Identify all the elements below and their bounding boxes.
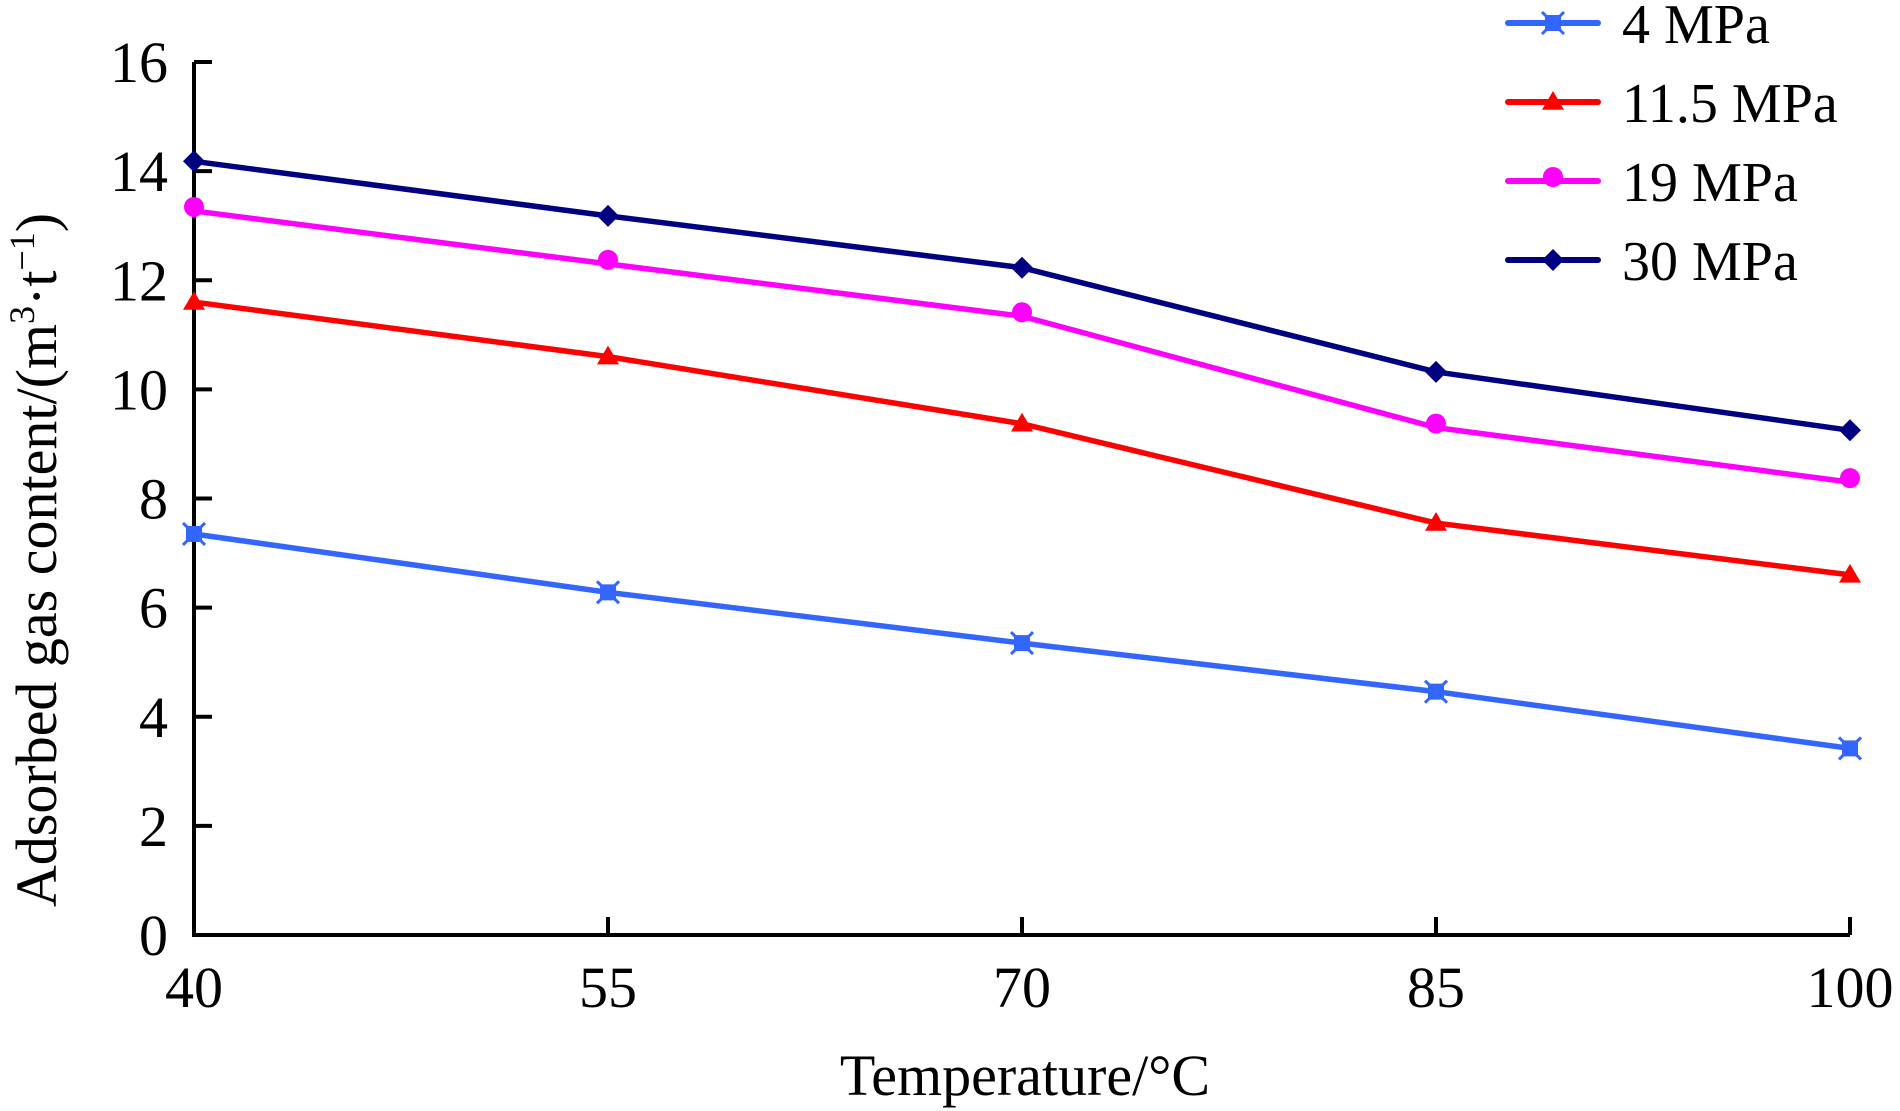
legend-marker: [1543, 167, 1563, 187]
data-point: [183, 291, 205, 310]
legend-item: 4 MPa: [1505, 0, 1770, 56]
series-line: [191, 208, 1853, 485]
data-point: [1423, 679, 1449, 704]
legend-marker: [1542, 91, 1564, 110]
series-11-5-mpa: [183, 291, 1861, 583]
data-point: [1837, 736, 1863, 761]
legend: 4 MPa 11.5 MPa 19 MPa 30 MPa: [1505, 0, 1838, 293]
series-30-mpa: [183, 150, 1861, 442]
data-point: [1011, 256, 1033, 279]
series-19-mpa: [184, 196, 1860, 489]
y-axis-title-sup2: −1: [2, 232, 42, 270]
y-tick-label: 2: [139, 794, 168, 859]
data-point: [598, 249, 618, 270]
x-axis-title: Temperature/°C: [840, 1043, 1210, 1108]
data-point: [1011, 412, 1033, 432]
data-point: [184, 196, 204, 217]
y-tick-label: 14: [110, 139, 168, 204]
y-axis-title: Adsorbed gas content/(m3·t−1): [2, 213, 69, 907]
y-tick-label: 16: [110, 30, 168, 95]
series-4-mpa: [181, 521, 1863, 761]
legend-item: 19 MPa: [1505, 152, 1798, 214]
data-point: [181, 521, 207, 547]
y-axis-title-main: Adsorbed gas content/(m: [4, 324, 69, 907]
y-tick-label: 10: [110, 357, 168, 422]
data-point: [1009, 631, 1035, 656]
data-point: [1425, 512, 1447, 531]
data-point: [1012, 302, 1032, 323]
data-point: [1425, 360, 1447, 383]
x-tick-label: 55: [579, 955, 637, 1020]
data-point: [597, 204, 619, 227]
x-ticks: 40 55 70 85 100: [165, 917, 1894, 1020]
legend-label: 19 MPa: [1622, 152, 1798, 214]
x-tick-label: 100: [1807, 955, 1894, 1020]
y-tick-label: 12: [110, 248, 168, 313]
x-tick-label: 85: [1407, 955, 1465, 1020]
legend-label: 30 MPa: [1622, 231, 1798, 293]
data-point: [1840, 468, 1860, 489]
data-point: [597, 345, 619, 365]
data-point: [1839, 563, 1861, 583]
y-axis-title-end: ): [4, 213, 69, 232]
legend-marker: [1540, 10, 1566, 36]
y-tick-label: 8: [139, 467, 168, 532]
x-tick-label: 40: [165, 955, 223, 1020]
series-group: [181, 150, 1863, 761]
legend-label: 11.5 MPa: [1622, 73, 1838, 135]
legend-marker: [1542, 249, 1564, 271]
data-point: [183, 150, 205, 173]
y-tick-label: 0: [139, 903, 168, 968]
x-tick-label: 70: [993, 955, 1051, 1020]
series-line: [191, 299, 1853, 578]
data-point: [595, 580, 621, 605]
data-point: [1839, 419, 1861, 442]
series-line: [191, 158, 1853, 434]
legend-item: 30 MPa: [1505, 231, 1798, 293]
y-tick-label: 6: [139, 576, 168, 641]
y-ticks: 0 2 4 6 8 10 12 14 16: [110, 30, 212, 968]
y-tick-label: 4: [139, 685, 168, 750]
y-axis-title-mid: ·t: [4, 271, 69, 306]
y-axis-title-sup1: 3: [2, 306, 42, 324]
data-point: [1426, 413, 1446, 434]
legend-item: 11.5 MPa: [1505, 73, 1838, 135]
legend-label: 4 MPa: [1622, 0, 1770, 56]
